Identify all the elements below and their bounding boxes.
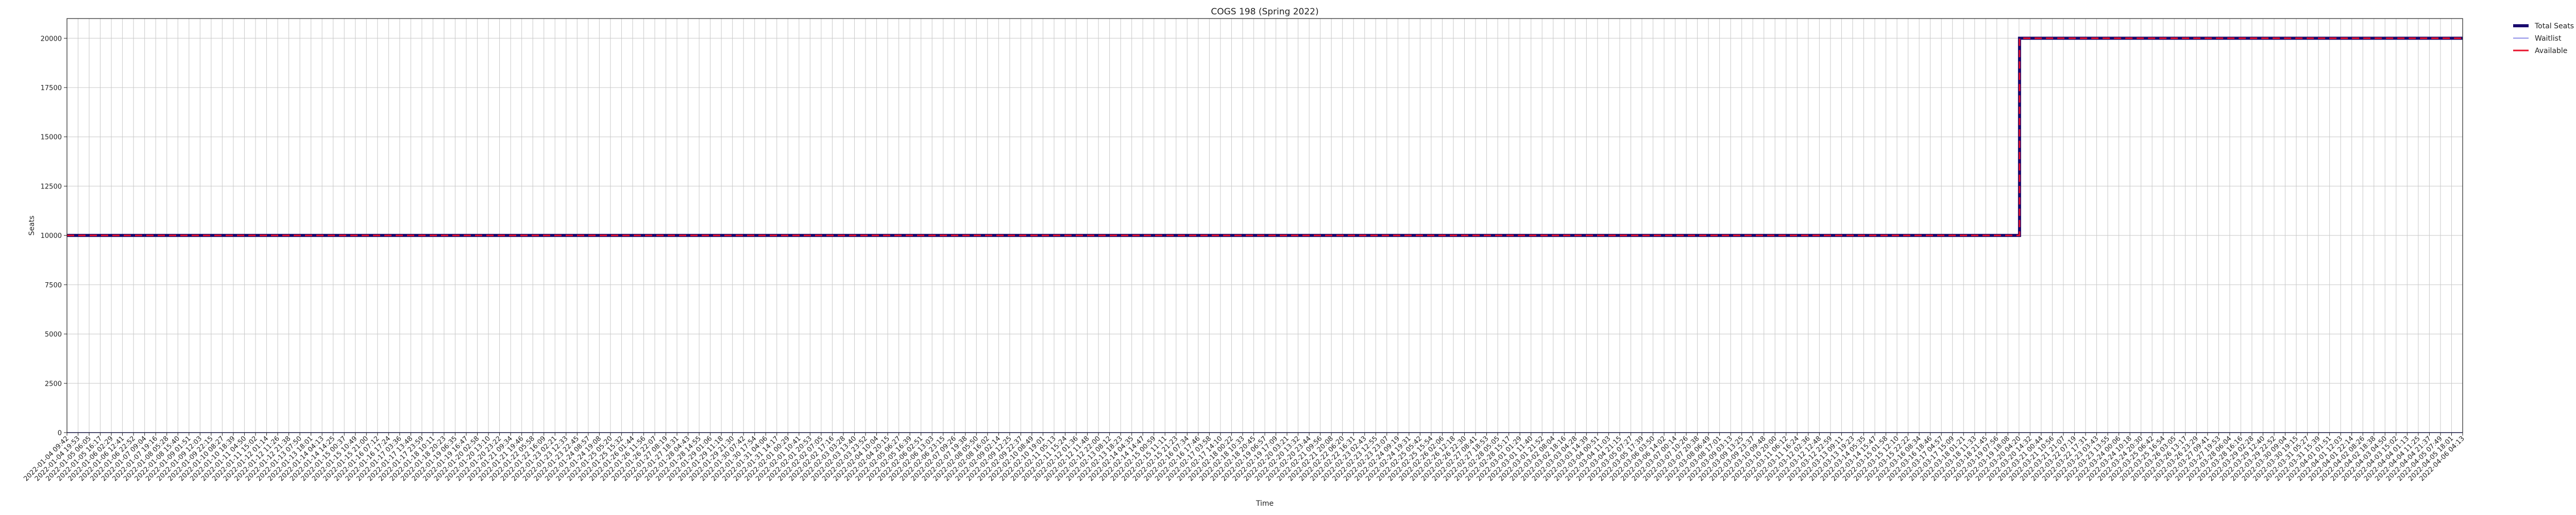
y-tick-label: 12500 xyxy=(41,183,62,191)
legend: Total Seats Waitlist Available xyxy=(2513,22,2574,55)
y-tick-label: 7500 xyxy=(45,282,62,289)
y-axis-label: Seats xyxy=(28,216,36,236)
y-axis: 0 2500 5000 7500 10000 12500 15000 17500 20000 xyxy=(41,35,67,437)
y-tick-label: 2500 xyxy=(45,380,62,388)
y-tick-label: 20000 xyxy=(41,35,62,43)
legend-label: Waitlist xyxy=(2535,35,2562,43)
y-tick-label: 5000 xyxy=(45,331,62,339)
y-tick-label: 0 xyxy=(58,430,62,437)
y-tick-label: 17500 xyxy=(41,84,62,92)
y-tick-label: 10000 xyxy=(41,232,62,240)
series-line xyxy=(67,37,2463,236)
legend-label: Available xyxy=(2535,47,2567,55)
y-tick-label: 15000 xyxy=(41,134,62,142)
legend-label: Total Seats xyxy=(2534,22,2574,30)
chart-title: COGS 198 (Spring 2022) xyxy=(1211,7,1318,17)
x-axis-label: Time xyxy=(1256,500,1274,508)
